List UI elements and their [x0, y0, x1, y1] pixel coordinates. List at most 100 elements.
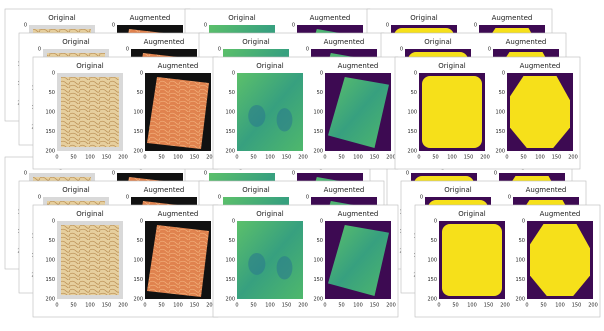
- x-tick-label: 50: [158, 155, 164, 161]
- y-tick-label: 100: [133, 258, 143, 264]
- image-heatmap: [237, 221, 303, 299]
- x-tick-label: 0: [323, 155, 326, 161]
- y-tick-label: 100: [495, 110, 505, 116]
- y-tick-label: 0: [414, 71, 417, 77]
- y-tick-label: 100: [313, 258, 323, 264]
- image-noodles-augmented: [147, 225, 209, 297]
- x-tick-label: 0: [55, 155, 58, 161]
- x-tick-label: 0: [235, 303, 238, 309]
- panel-title: Augmented: [492, 14, 533, 22]
- x-tick-label: 100: [353, 155, 363, 161]
- x-tick-label: 200: [298, 155, 308, 161]
- y-tick-label: 150: [313, 277, 323, 283]
- panel-title: Augmented: [506, 38, 547, 46]
- panel-title: Original: [242, 186, 269, 194]
- panel-title: Original: [228, 14, 255, 22]
- y-tick-label: 100: [427, 258, 437, 264]
- y-tick-label: 100: [133, 110, 143, 116]
- y-tick-label: 200: [45, 297, 55, 303]
- y-tick-label: 200: [495, 149, 505, 155]
- y-tick-label: 50: [411, 90, 417, 96]
- y-tick-label: 0: [400, 47, 403, 53]
- x-tick-label: 0: [417, 155, 420, 161]
- x-tick-label: 200: [480, 155, 490, 161]
- y-tick-label: 50: [229, 90, 235, 96]
- heatmap-blob: [248, 253, 265, 275]
- x-tick-label: 150: [282, 303, 292, 309]
- panel-title: Augmented: [144, 186, 185, 194]
- y-tick-label: 150: [427, 277, 437, 283]
- y-tick-label: 150: [45, 277, 55, 283]
- x-tick-label: 100: [173, 303, 183, 309]
- y-tick-label: 0: [306, 47, 309, 53]
- y-tick-label: 150: [225, 129, 235, 135]
- y-tick-label: 0: [38, 47, 41, 53]
- x-tick-label: 150: [370, 155, 380, 161]
- x-tick-label: 0: [525, 303, 528, 309]
- panel-title: Original: [458, 210, 485, 218]
- figure: Original050100150200050100150200Augmente…: [33, 205, 218, 317]
- panel-title: Augmented: [338, 210, 379, 218]
- panel-title: Original: [62, 186, 89, 194]
- y-tick-label: 0: [434, 219, 437, 225]
- x-tick-label: 50: [158, 303, 164, 309]
- y-tick-label: 0: [232, 71, 235, 77]
- x-tick-label: 100: [353, 303, 363, 309]
- panel-title: Original: [444, 186, 471, 194]
- figure: Original050100150200050100150200Augmente…: [213, 57, 398, 169]
- panel-title: Original: [76, 210, 103, 218]
- y-tick-label: 50: [49, 238, 55, 244]
- y-tick-label: 0: [320, 71, 323, 77]
- panel-title: Original: [76, 62, 103, 70]
- y-tick-label: 0: [306, 195, 309, 201]
- y-tick-label: 200: [407, 149, 417, 155]
- x-tick-label: 200: [386, 303, 396, 309]
- x-tick-label: 0: [143, 155, 146, 161]
- y-tick-label: 0: [204, 171, 207, 177]
- x-tick-label: 100: [467, 303, 477, 309]
- y-tick-label: 200: [225, 297, 235, 303]
- image-noodles-augmented: [147, 77, 209, 149]
- y-tick-label: 100: [225, 258, 235, 264]
- x-tick-label: 150: [484, 303, 494, 309]
- panel-title: Original: [424, 38, 451, 46]
- y-tick-label: 150: [313, 129, 323, 135]
- y-tick-label: 0: [52, 219, 55, 225]
- panel-title: Augmented: [324, 186, 365, 194]
- y-tick-label: 0: [140, 219, 143, 225]
- panel-title: Augmented: [520, 62, 561, 70]
- image-heatmap: [237, 73, 303, 151]
- y-tick-label: 0: [52, 71, 55, 77]
- y-tick-label: 0: [494, 171, 497, 177]
- y-tick-label: 0: [24, 23, 27, 29]
- image-mask: [422, 76, 482, 148]
- y-tick-label: 50: [499, 90, 505, 96]
- panel-title: Original: [62, 38, 89, 46]
- y-tick-label: 0: [232, 219, 235, 225]
- x-tick-label: 50: [432, 155, 438, 161]
- x-tick-label: 100: [85, 303, 95, 309]
- x-tick-label: 150: [370, 303, 380, 309]
- y-tick-label: 0: [292, 23, 295, 29]
- x-tick-label: 0: [505, 155, 508, 161]
- panel-title: Augmented: [338, 62, 379, 70]
- x-tick-label: 200: [500, 303, 510, 309]
- y-tick-label: 150: [515, 277, 525, 283]
- y-tick-label: 150: [45, 129, 55, 135]
- x-tick-label: 50: [250, 155, 256, 161]
- y-tick-label: 50: [229, 238, 235, 244]
- y-tick-label: 150: [407, 129, 417, 135]
- image-mask-augmented: [530, 224, 590, 296]
- heatmap-blob: [248, 105, 265, 127]
- heatmap-blob: [277, 108, 293, 131]
- x-tick-label: 50: [540, 303, 546, 309]
- y-tick-label: 150: [495, 129, 505, 135]
- y-tick-label: 100: [515, 258, 525, 264]
- y-tick-label: 0: [38, 195, 41, 201]
- y-tick-label: 100: [407, 110, 417, 116]
- x-tick-label: 200: [588, 303, 598, 309]
- x-tick-label: 200: [568, 155, 578, 161]
- y-tick-label: 200: [313, 149, 323, 155]
